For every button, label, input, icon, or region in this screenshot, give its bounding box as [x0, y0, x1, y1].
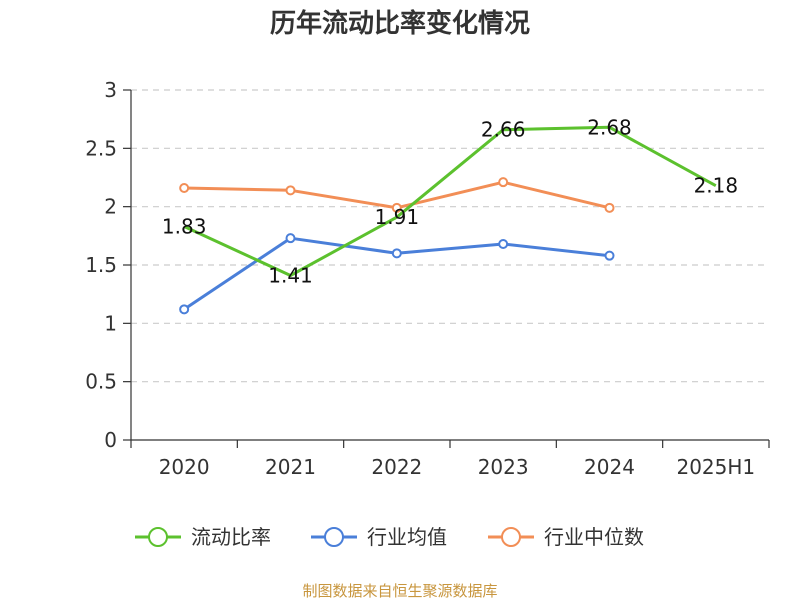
data-label: 1.83	[162, 215, 207, 239]
data-point	[498, 239, 509, 249]
x-tick-label: 2024	[584, 455, 635, 479]
data-label: 1.41	[268, 264, 313, 288]
data-label: 2.66	[481, 118, 526, 142]
legend-marker	[501, 527, 521, 547]
data-label: 2.18	[694, 174, 739, 198]
data-point	[604, 250, 615, 261]
x-tick-label: 2020	[159, 455, 210, 479]
legend-label: 行业均值	[367, 525, 447, 549]
data-point	[391, 202, 402, 213]
series-line	[183, 125, 717, 277]
data-point	[179, 304, 190, 315]
data-point	[179, 183, 190, 193]
data-label: 1.91	[375, 205, 420, 229]
y-tick-label: 2	[104, 195, 117, 219]
data-point	[498, 177, 509, 188]
y-tick-label: 0.5	[85, 370, 117, 394]
data-labels: 1.83 1.41 1.91 2.66 2.68 2.18	[162, 115, 738, 287]
y-tick-label: 3	[104, 78, 117, 102]
legend: 流动比率 行业均值 行业中位数	[135, 525, 644, 549]
grid-lines	[131, 89, 769, 383]
legend-marker	[148, 527, 168, 547]
data-label: 2.68	[587, 115, 632, 139]
y-tick-label: 1.5	[85, 253, 117, 277]
x-tick-label: 2021	[265, 455, 316, 479]
x-tick-label: 2025H1	[676, 455, 755, 479]
chart-title: 历年流动比率变化情况	[270, 8, 530, 39]
x-tick-label: 2023	[478, 455, 529, 479]
data-point	[391, 248, 402, 259]
series-group	[179, 125, 717, 315]
data-point	[285, 185, 296, 196]
y-tick-label: 1	[104, 311, 117, 335]
source-note: 制图数据来自恒生聚源数据库	[302, 582, 497, 600]
x-axis-ticks: 2020 2021 2022 2023 2024 2025H1	[130, 440, 770, 479]
legend-marker	[324, 527, 344, 547]
y-tick-label: 2.5	[85, 136, 117, 160]
legend-label: 行业中位数	[544, 525, 644, 549]
legend-label: 流动比率	[191, 525, 271, 549]
x-tick-label: 2022	[371, 455, 422, 479]
y-axis-ticks: 0 0.5 1 1.5 2 2.5 3	[85, 78, 131, 452]
y-tick-label: 0	[104, 428, 117, 452]
data-point	[285, 233, 296, 244]
data-point	[604, 202, 615, 213]
